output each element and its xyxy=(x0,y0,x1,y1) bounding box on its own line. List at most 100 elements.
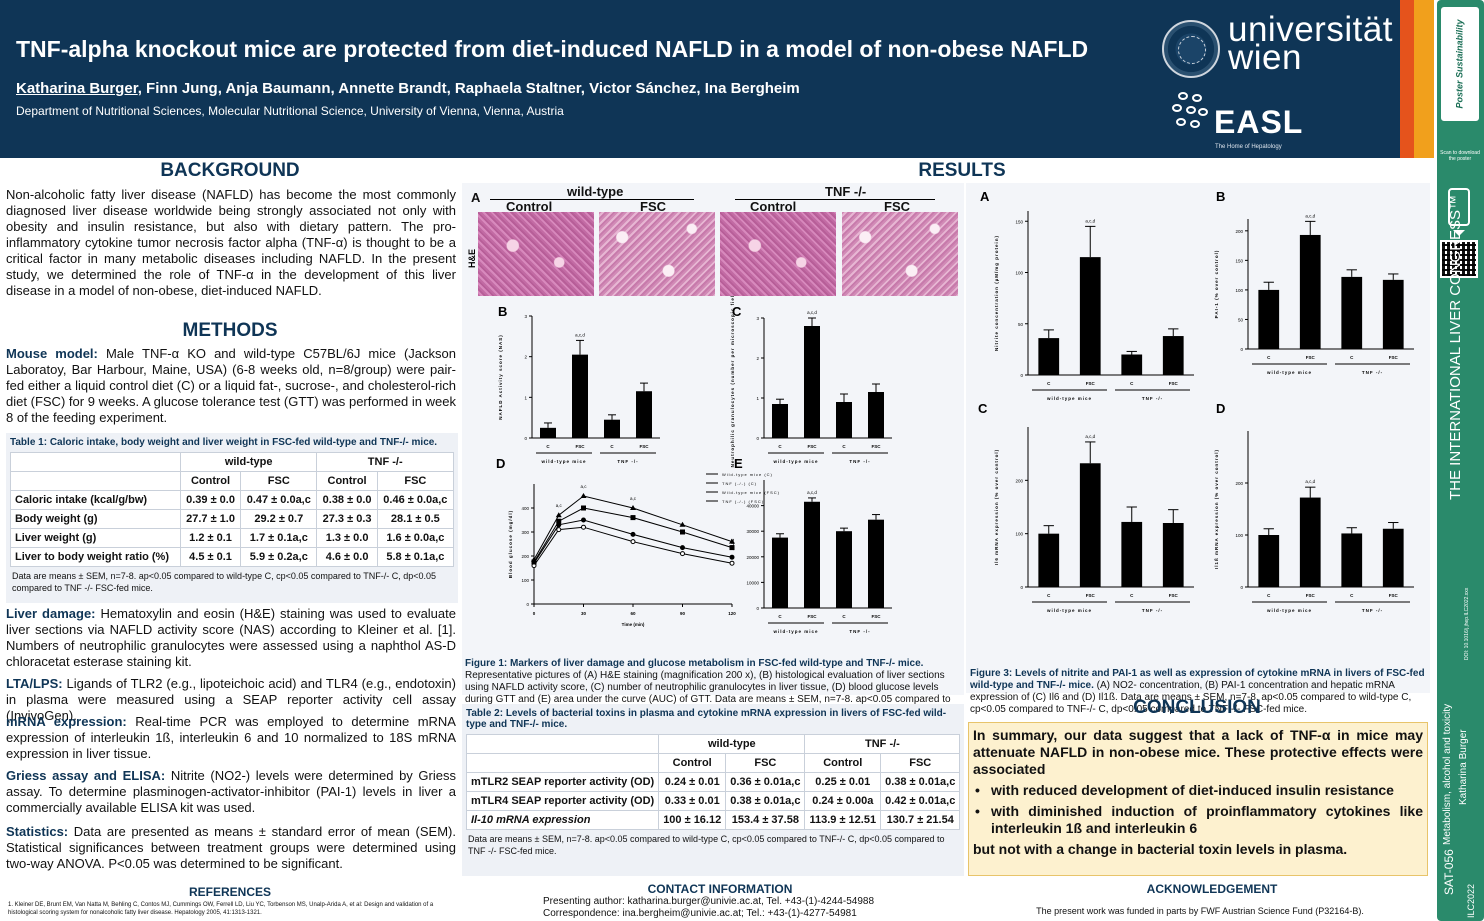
bar xyxy=(1121,354,1143,375)
category-label: FSC xyxy=(1086,593,1096,598)
group-label: TNF -/- xyxy=(1142,608,1163,613)
accent-stripe-yellow xyxy=(1414,0,1434,158)
legend-label: TNF (-/-) (FSC) xyxy=(722,499,764,504)
figure3-charts: 0 50 100 150 Nitrite concentration (µM/mg pr… xyxy=(978,189,1414,613)
data-point xyxy=(729,554,735,560)
significance-label: a,c,d xyxy=(807,490,817,495)
conclusion-bullet: with reduced development of diet-induced… xyxy=(973,782,1423,799)
category-label: FSC xyxy=(1169,381,1179,386)
data-point xyxy=(680,545,685,551)
category-label: C xyxy=(1350,593,1354,598)
x-tick-label: 120 xyxy=(728,611,736,616)
easl-dots-logo xyxy=(1172,92,1210,132)
category-label: C xyxy=(1047,381,1051,386)
x-axis-label: Time (min) xyxy=(622,622,645,627)
panel-label: C xyxy=(978,401,988,416)
bar xyxy=(772,404,788,438)
category-label: C xyxy=(778,444,782,449)
y-tick-label: 1 xyxy=(524,395,527,400)
bar xyxy=(1341,533,1363,587)
table-row: Il-10 mRNA expression 100 ± 16.12 153.4 ± … xyxy=(465,810,961,830)
significance-label: a,c,d xyxy=(1085,218,1095,223)
category-label: FSC xyxy=(1086,381,1096,386)
y-tick-label: 100 xyxy=(1015,271,1023,276)
fig1-tnf-label: TNF -/- xyxy=(825,184,867,199)
y-tick-label: 200 xyxy=(1235,229,1243,234)
table-row: Liver to body weight ratio (%) 4.5 ± 0.1 5… xyxy=(10,547,455,567)
table-row: mTLR2 SEAP reporter activity (OD) 0.24 ± … xyxy=(465,772,961,792)
y-axis-label: Blood glucose (mg/dl) xyxy=(508,510,513,578)
y-tick-label: 1 xyxy=(756,396,759,401)
y-tick-label: 300 xyxy=(521,530,529,535)
qr-code[interactable] xyxy=(1440,240,1478,278)
data-point xyxy=(729,538,735,544)
bar xyxy=(1079,257,1101,375)
data-point xyxy=(556,527,562,533)
data-point xyxy=(581,505,586,511)
legend-label: Wild-type mice (C) xyxy=(722,472,773,477)
he-image-tnf-fsc xyxy=(842,212,958,296)
he-image-wt-fsc xyxy=(599,212,715,296)
ilc-code: ILC2022 xyxy=(1466,883,1476,918)
conclusion-box: In summary, our data suggest that a lack… xyxy=(968,722,1428,876)
session-topic: Metabolism, alcohol and toxicity xyxy=(1442,703,1453,845)
fig1-wt-fsc: FSC xyxy=(640,199,666,214)
y-tick-label: 150 xyxy=(1235,258,1243,263)
group-label: wild-type mice xyxy=(772,629,818,634)
category-label: FSC xyxy=(1389,593,1399,598)
y-axis-label: NAFLD Activity score (NAS) xyxy=(498,334,503,420)
y-tick-label: 30000 xyxy=(746,529,759,534)
fig1-wt-label: wild-type xyxy=(567,184,624,199)
bar xyxy=(636,391,652,438)
table-row: Caloric intake (kcal/g/bw) 0.39 ± 0.0 0.47… xyxy=(10,490,455,510)
category-label: C xyxy=(1350,355,1354,360)
accent-stripe-orange xyxy=(1400,0,1414,158)
series-line xyxy=(533,519,733,564)
y-tick-label: 200 xyxy=(1235,481,1243,486)
bar xyxy=(1299,234,1321,349)
group-label: wild-type mice xyxy=(1046,396,1092,401)
group-label: TNF -/- xyxy=(1142,396,1163,401)
group-label: TNF -/- xyxy=(849,629,870,634)
y-tick-label: 2 xyxy=(756,356,759,361)
category-label: FSC xyxy=(808,614,818,619)
poster-code: SAT-056 xyxy=(1442,849,1456,895)
phone-icon xyxy=(1448,188,1470,226)
category-label: FSC xyxy=(576,444,586,449)
doi-text: DOI: 10.1016/j.jhep.ILC2022.xxx xyxy=(1464,587,1470,660)
bar xyxy=(604,419,620,438)
group-label: wild-type mice xyxy=(1266,608,1312,613)
table1-caption: Table 1: Caloric intake, body weight and… xyxy=(10,437,438,448)
category-label: C xyxy=(778,614,782,619)
y-tick-label: 100 xyxy=(1015,532,1023,537)
data-point xyxy=(556,518,562,524)
bar xyxy=(772,537,788,608)
acknowledgement-title: ACKNOWLEDGEMENT xyxy=(1146,882,1278,896)
table2-box: Table 2: Levels of bacterial toxins in p… xyxy=(462,704,964,876)
figure3-box xyxy=(966,183,1430,693)
bar xyxy=(868,519,884,608)
table1-box: Table 1: Caloric intake, body weight and… xyxy=(6,433,458,603)
y-tick-label: 100 xyxy=(1235,288,1243,293)
category-label: C xyxy=(1267,355,1271,360)
group-label: wild-type mice xyxy=(1266,370,1312,375)
table2-note: Data are means ± SEM, n=7-8. ap<0.05 com… xyxy=(468,834,945,856)
fig1-he-label: H&E xyxy=(467,248,477,268)
fig1-wt-control: Control xyxy=(506,199,553,214)
poster-title: TNF-alpha knockout mice are protected fr… xyxy=(16,36,1089,62)
y-tick-label: 50 xyxy=(1018,322,1024,327)
easl-logo: EASL xyxy=(1214,104,1304,140)
y-axis-label: Il6 mRNA expression (% over control) xyxy=(994,449,999,565)
table-row: Body weight (g) 27.7 ± 1.0 29.2 ± 0.7 27.3 … xyxy=(10,509,455,529)
category-label: FSC xyxy=(1306,593,1316,598)
data-point xyxy=(630,515,636,521)
data-point xyxy=(680,529,685,535)
y-tick-label: 200 xyxy=(521,554,529,559)
y-tick-label: 0 xyxy=(1020,585,1023,590)
results-title: RESULTS xyxy=(918,160,1006,181)
panel-label: B xyxy=(1216,189,1225,204)
bar xyxy=(804,501,820,608)
department: Department of Nutritional Sciences, Mole… xyxy=(16,104,564,118)
x-tick-label: 30 xyxy=(581,611,587,616)
bar xyxy=(1299,497,1321,587)
